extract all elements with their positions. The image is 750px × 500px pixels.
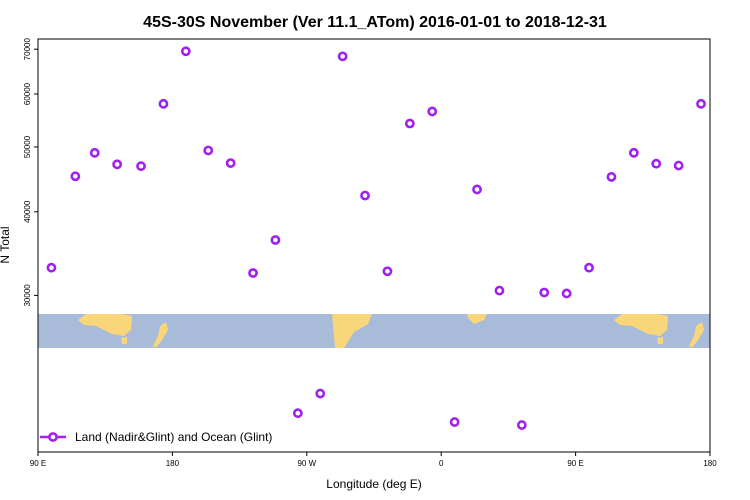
africa-landmass — [467, 314, 487, 324]
y-axis: 30000 40000 50000 60000 70000 — [23, 38, 38, 307]
data-point — [584, 262, 594, 273]
data-point — [472, 184, 482, 195]
y-tick-label: 70000 — [23, 38, 32, 61]
data-point — [539, 287, 550, 298]
data-point — [158, 98, 169, 109]
data-point — [516, 420, 527, 430]
data-point — [606, 172, 617, 182]
x-tick-label: 180 — [703, 459, 717, 468]
y-tick-label: 40000 — [23, 200, 32, 223]
x-tick-label: 0 — [439, 459, 444, 468]
x-axis-label: Longitude (deg E) — [326, 477, 421, 491]
data-point — [292, 408, 303, 419]
legend-marker — [48, 432, 58, 442]
data-point — [203, 145, 214, 156]
data-point — [46, 262, 57, 273]
data-point — [427, 106, 438, 117]
y-tick-label: 30000 — [23, 284, 32, 307]
y-tick-label: 60000 — [23, 82, 32, 105]
data-point — [248, 268, 258, 278]
data-point — [112, 159, 123, 170]
plot-frame — [37, 38, 711, 453]
data-point — [449, 417, 460, 427]
data-point — [494, 285, 505, 296]
tasmania-landmass-repeat — [657, 337, 663, 344]
data-point — [651, 158, 662, 169]
y-tick-label: 50000 — [23, 135, 32, 158]
south-america-landmass — [332, 314, 372, 348]
ocean-band — [38, 314, 710, 348]
y-axis-label: N Total — [0, 226, 12, 263]
australia-landmass-repeat — [614, 314, 668, 336]
x-tick-label: 90 W — [297, 459, 316, 468]
new-zealand-landmass — [153, 322, 168, 348]
data-point — [628, 147, 639, 158]
data-point — [225, 158, 236, 168]
data-point — [561, 288, 572, 299]
data-point — [315, 388, 326, 399]
data-point — [404, 118, 415, 129]
data-point — [337, 51, 348, 62]
new-zealand-landmass-repeat — [689, 322, 704, 348]
legend-label: Land (Nadir&Glint) and Ocean (Glint) — [75, 430, 272, 444]
x-axis: 90 E 180 90 W 0 90 E 180 — [30, 452, 717, 468]
data-point — [136, 161, 146, 172]
chart-title: 45S-30S November (Ver 11.1_ATom) 2016-01… — [143, 14, 607, 31]
data-point — [270, 235, 281, 245]
data-points — [46, 46, 706, 430]
world-map-band — [38, 314, 710, 348]
x-tick-label: 90 E — [567, 459, 583, 468]
data-point — [180, 46, 191, 57]
data-point — [696, 98, 706, 109]
tasmania-landmass — [121, 337, 127, 344]
australia-landmass — [78, 314, 132, 336]
data-point — [70, 171, 81, 182]
x-tick-label: 90 E — [30, 459, 46, 468]
data-point — [360, 190, 370, 201]
data-point — [673, 160, 684, 171]
legend: Land (Nadir&Glint) and Ocean (Glint) — [40, 430, 272, 444]
data-point — [89, 147, 100, 158]
x-tick-label: 180 — [166, 459, 180, 468]
data-point — [382, 266, 393, 277]
